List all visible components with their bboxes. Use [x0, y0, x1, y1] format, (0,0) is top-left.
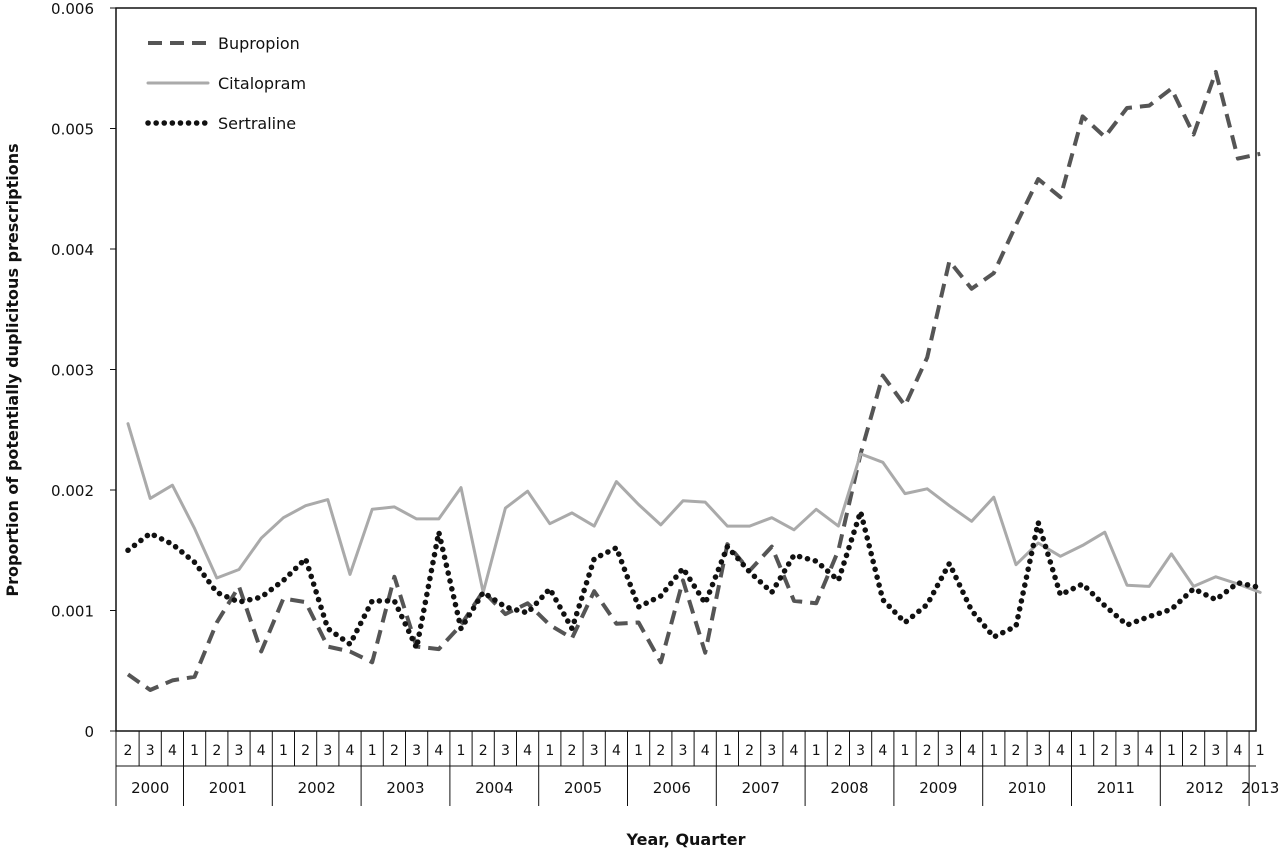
x-quarter-label: 1	[279, 743, 288, 759]
x-quarter-label: 1	[368, 743, 377, 759]
x-quarter-label: 4	[168, 743, 177, 759]
x-quarter-label: 3	[412, 743, 421, 759]
x-quarter-label: 4	[1234, 743, 1243, 759]
x-quarter-label: 3	[767, 743, 776, 759]
x-quarter-label: 1	[457, 743, 466, 759]
y-axis-title: Proportion of potentially duplicitous pr…	[3, 143, 22, 596]
x-quarter-label: 3	[323, 743, 332, 759]
x-quarter-label: 1	[989, 743, 998, 759]
x-quarter-label: 2	[1100, 743, 1109, 759]
x-quarter-label: 2	[568, 743, 577, 759]
x-quarter-label: 4	[257, 743, 266, 759]
x-year-label: 2002	[298, 779, 336, 797]
x-quarter-label: 4	[523, 743, 532, 759]
legend: Bupropion Citalopram Sertraline	[145, 34, 306, 133]
legend-label-sertraline: Sertraline	[218, 114, 296, 133]
x-quarter-label: 2	[656, 743, 665, 759]
x-quarter-label: 1	[901, 743, 910, 759]
series-line-citalopram	[126, 422, 1262, 594]
x-year-label: 2010	[1008, 779, 1046, 797]
x-quarter-label: 2	[1012, 743, 1021, 759]
x-year-label: 2013	[1241, 779, 1279, 797]
x-year-label: 2007	[742, 779, 780, 797]
y-tick-label: 0.004	[51, 241, 94, 259]
x-quarter-label: 2	[390, 743, 399, 759]
x-quarter-label: 1	[190, 743, 199, 759]
x-quarter-label: 4	[346, 743, 355, 759]
x-quarter-label: 4	[1056, 743, 1065, 759]
x-quarter-label: 1	[1256, 743, 1265, 759]
x-quarter-label: 3	[1123, 743, 1132, 759]
series-lines	[125, 69, 1263, 692]
x-year-label: 2009	[919, 779, 957, 797]
x-quarter-label: 1	[545, 743, 554, 759]
x-quarter-label: 2	[834, 743, 843, 759]
x-quarter-label: 4	[1145, 743, 1154, 759]
x-year-label: 2008	[830, 779, 868, 797]
x-quarter-label: 2	[479, 743, 488, 759]
x-quarter-label: 3	[1034, 743, 1043, 759]
x-quarter-label: 4	[967, 743, 976, 759]
x-quarter-label: 1	[723, 743, 732, 759]
x-year-label: 2000	[131, 779, 169, 797]
x-quarter-label: 2	[1189, 743, 1198, 759]
x-quarter-label: 4	[878, 743, 887, 759]
y-tick-label: 0	[84, 723, 94, 741]
x-quarter-label: 2	[923, 743, 932, 759]
legend-label-citalopram: Citalopram	[218, 74, 306, 93]
x-year-label: 2005	[564, 779, 602, 797]
x-quarter-label: 4	[701, 743, 710, 759]
y-axis: 0 0.001 0.002 0.003 0.004 0.005 0.006	[51, 0, 116, 741]
x-year-label: 2006	[653, 779, 691, 797]
x-year-label: 2012	[1186, 779, 1224, 797]
y-tick-label: 0.003	[51, 362, 94, 380]
x-quarter-label: 4	[434, 743, 443, 759]
x-quarter-label: 2	[745, 743, 754, 759]
x-quarter-label: 1	[1167, 743, 1176, 759]
x-axis-title: Year, Quarter	[625, 830, 745, 849]
series-line-sertraline	[125, 508, 1263, 651]
x-year-label: 2001	[209, 779, 247, 797]
x-quarter-label: 1	[634, 743, 643, 759]
y-tick-label: 0.005	[51, 121, 94, 139]
x-quarter-label: 3	[146, 743, 155, 759]
x-year-label: 2004	[475, 779, 513, 797]
x-quarter-label: 2	[301, 743, 310, 759]
y-tick-label: 0.001	[51, 603, 94, 621]
x-quarter-label: 1	[812, 743, 821, 759]
x-quarter-label: 3	[501, 743, 510, 759]
x-quarter-label: 3	[1211, 743, 1220, 759]
x-quarter-label: 3	[679, 743, 688, 759]
y-tick-label: 0.002	[51, 482, 94, 500]
x-quarter-label: 4	[790, 743, 799, 759]
legend-label-bupropion: Bupropion	[218, 34, 300, 53]
x-quarter-label: 1	[1078, 743, 1087, 759]
x-quarter-label: 3	[856, 743, 865, 759]
x-quarter-label: 2	[124, 743, 133, 759]
x-year-label: 2003	[386, 779, 424, 797]
x-quarter-label: 2	[212, 743, 221, 759]
x-quarter-label: 3	[235, 743, 244, 759]
x-quarter-label: 4	[612, 743, 621, 759]
x-year-label: 2011	[1097, 779, 1135, 797]
x-quarter-label: 3	[590, 743, 599, 759]
x-quarter-label: 3	[945, 743, 954, 759]
series-line-bupropion	[126, 69, 1261, 692]
y-tick-label: 0.006	[51, 0, 94, 18]
